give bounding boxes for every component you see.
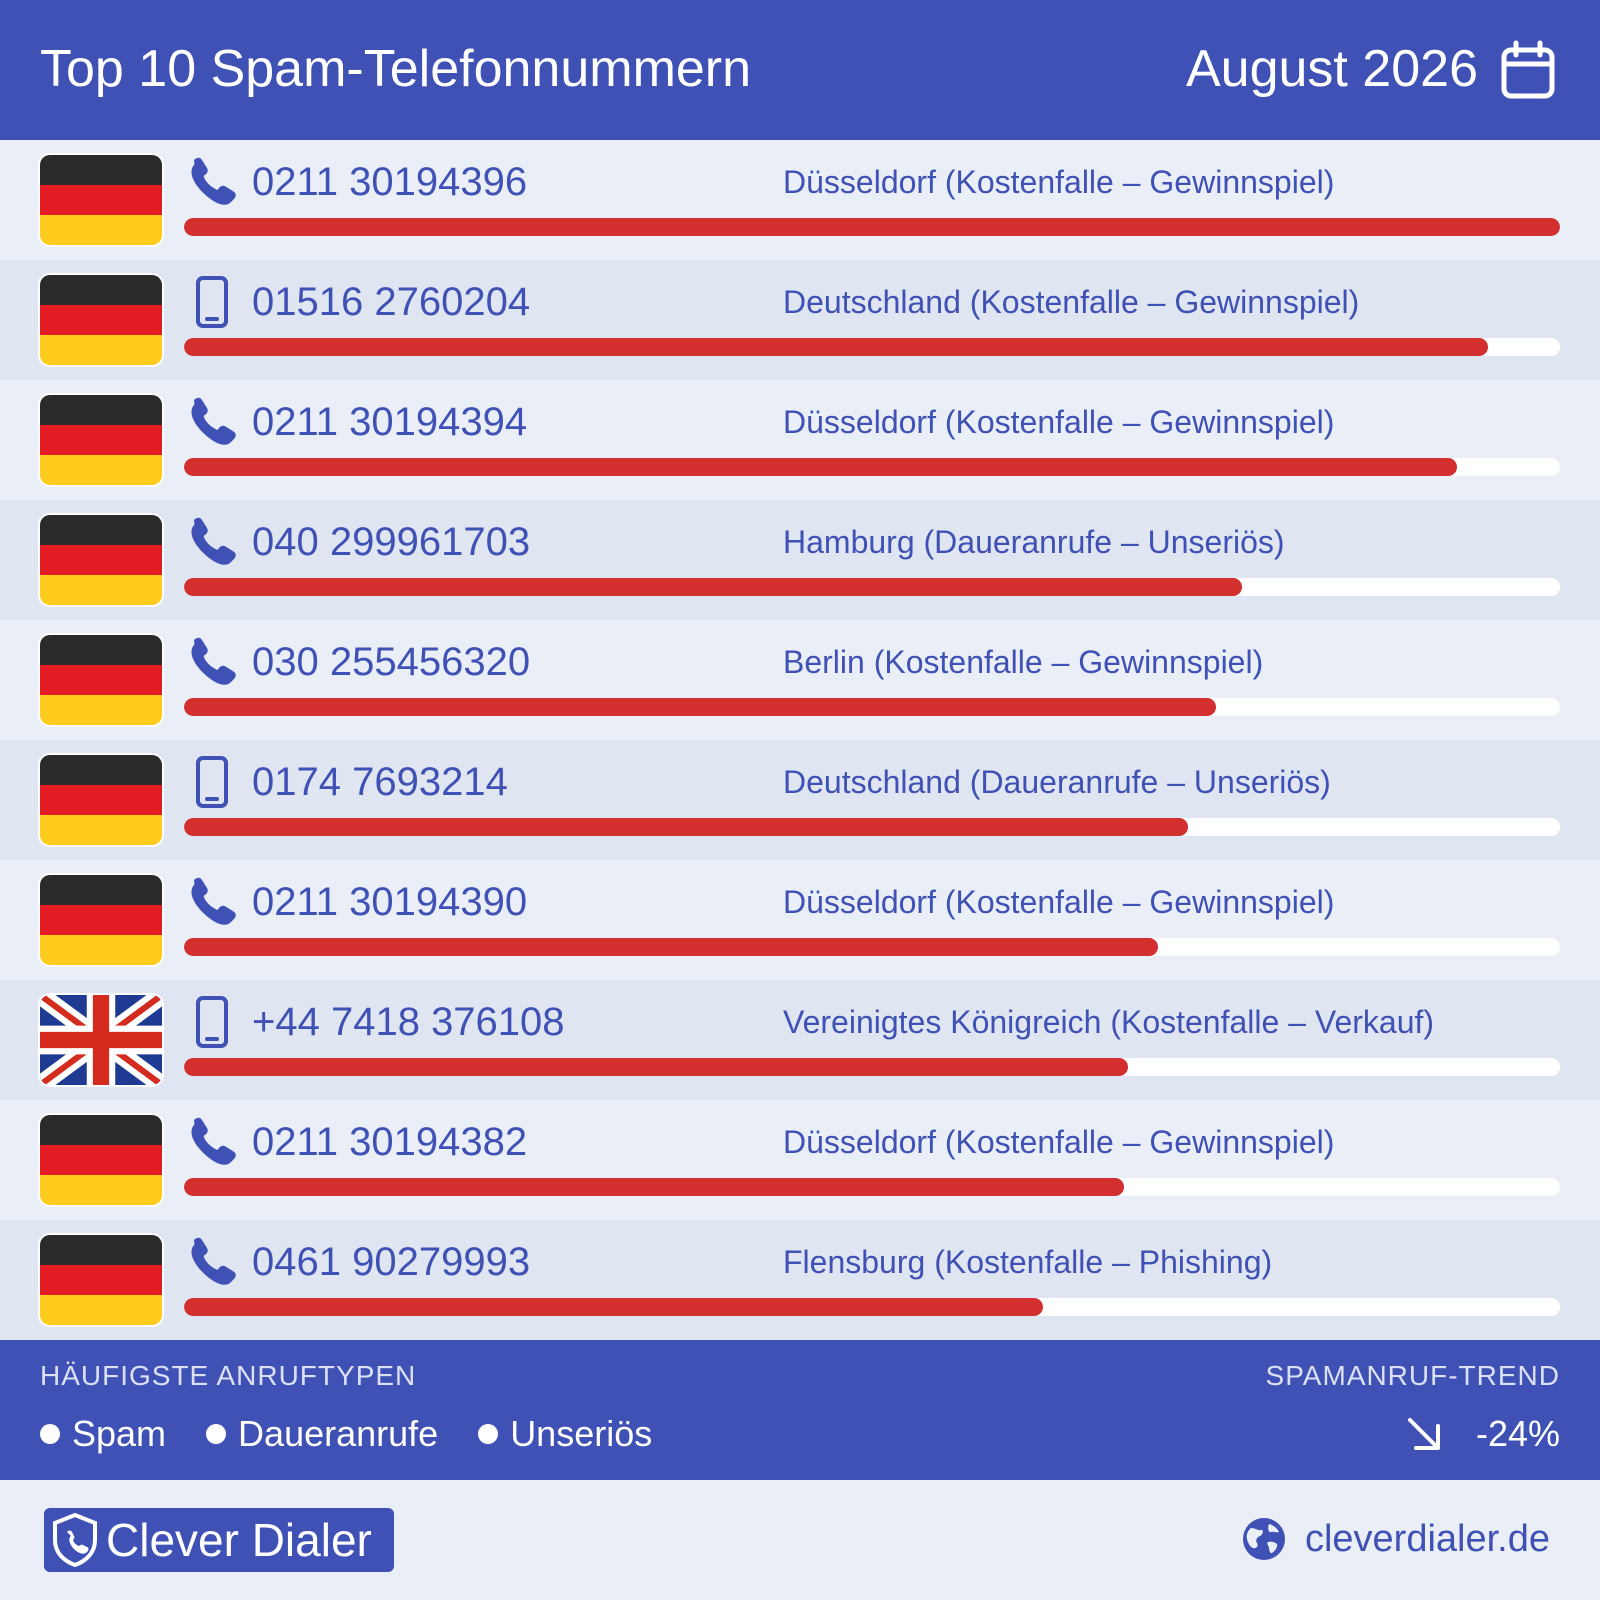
phone-number[interactable]: 01516 2760204	[252, 280, 531, 324]
de-flag	[40, 395, 162, 485]
spam-level-bar	[184, 938, 1560, 956]
phone-number[interactable]: +44 7418 376108	[252, 1000, 565, 1044]
list-item[interactable]: +44 7418 376108 Vereinigtes Königreich (K…	[0, 980, 1600, 1100]
list-item[interactable]: 0211 30194394 Düsseldorf (Kostenfalle – G…	[0, 380, 1600, 500]
location-label: Deutschland (Daueranrufe – Unseriös)	[783, 764, 1331, 800]
spam-level-fill	[184, 1058, 1128, 1076]
spam-level-fill	[184, 938, 1159, 956]
location-label: Düsseldorf (Kostenfalle – Gewinnspiel)	[783, 1124, 1335, 1160]
trend-label: SPAMANRUF-TREND	[1265, 1360, 1560, 1391]
arrow-down-right-icon	[1407, 1418, 1440, 1450]
phone-number[interactable]: 0174 7693214	[252, 760, 508, 804]
phone-number[interactable]: 0461 90279993	[252, 1240, 531, 1284]
calendar-icon[interactable]	[1500, 40, 1556, 100]
location-label: Berlin (Kostenfalle – Gewinnspiel)	[783, 644, 1264, 680]
phone-number[interactable]: 0211 30194382	[252, 1120, 528, 1164]
mobile-icon	[184, 754, 240, 810]
location-label: Flensburg (Kostenfalle – Phishing)	[783, 1244, 1273, 1280]
phone-icon	[184, 394, 240, 450]
spam-level-fill	[184, 458, 1457, 476]
spam-level-fill	[184, 578, 1243, 596]
de-flag	[40, 1235, 162, 1325]
spam-level-fill	[184, 218, 1560, 236]
list-item[interactable]: 040 299961703 Hamburg (Daueranrufe – Unse…	[0, 500, 1600, 620]
phone-icon	[184, 1114, 240, 1170]
phone-icon	[184, 874, 240, 930]
spam-level-fill	[184, 338, 1489, 356]
bullet-icon	[206, 1424, 227, 1444]
spam-level-bar	[184, 698, 1560, 716]
spam-level-bar	[184, 1298, 1560, 1316]
phone-icon	[184, 154, 240, 210]
spam-level-bar	[184, 1178, 1560, 1196]
bullet-icon	[478, 1424, 499, 1444]
call-type-item: Daueranrufe	[206, 1410, 438, 1458]
call-types-list: Spam Daueranrufe Unseriös	[40, 1410, 652, 1458]
location-label: Düsseldorf (Kostenfalle – Gewinnspiel)	[783, 884, 1335, 920]
de-flag	[40, 275, 162, 365]
list-item[interactable]: 030 255456320 Berlin (Kostenfalle – Gewin…	[0, 620, 1600, 740]
location-label: Deutschland (Kostenfalle – Gewinnspiel)	[783, 284, 1360, 320]
phone-icon	[184, 634, 240, 690]
brand-logo[interactable]: Clever Dialer	[44, 1508, 394, 1572]
phone-number[interactable]: 040 299961703	[252, 520, 531, 564]
phone-number[interactable]: 0211 30194390	[252, 880, 528, 924]
trend-readout: -24%	[1402, 1410, 1560, 1458]
location-label: Vereinigtes Königreich (Kostenfalle – Ve…	[783, 1004, 1435, 1040]
spam-number-list: 0211 30194396 Düsseldorf (Kostenfalle – G…	[0, 140, 1600, 1340]
list-item[interactable]: 0174 7693214 Deutschland (Daueranrufe – U…	[0, 740, 1600, 860]
spam-level-bar	[184, 578, 1560, 596]
phone-number[interactable]: 0211 30194394	[252, 400, 528, 444]
de-flag	[40, 755, 162, 845]
list-item[interactable]: 01516 2760204 Deutschland (Kostenfalle – …	[0, 260, 1600, 380]
call-type-item: Unseriös	[478, 1410, 652, 1458]
bullet-icon	[40, 1424, 60, 1444]
header: Top 10 Spam-Telefonnummern August 2026	[0, 0, 1600, 140]
de-flag	[40, 155, 162, 245]
de-flag	[40, 515, 162, 605]
trend-value: -24%	[1475, 1413, 1560, 1454]
spam-level-bar	[184, 1058, 1560, 1076]
location-label: Hamburg (Daueranrufe – Unseriös)	[783, 524, 1285, 560]
call-type-label: Unseriös	[510, 1413, 653, 1454]
de-flag	[40, 875, 162, 965]
location-label: Düsseldorf (Kostenfalle – Gewinnspiel)	[783, 164, 1335, 200]
spam-level-bar	[184, 818, 1560, 836]
spam-level-fill	[184, 818, 1189, 836]
spam-level-bar	[184, 458, 1560, 476]
phone-icon	[184, 1234, 240, 1290]
call-type-label: Daueranrufe	[238, 1413, 439, 1454]
list-item[interactable]: 0461 90279993 Flensburg (Kostenfalle – Ph…	[0, 1220, 1600, 1340]
spam-level-fill	[184, 1178, 1124, 1196]
mobile-icon	[184, 274, 240, 330]
spam-level-bar	[184, 218, 1560, 236]
call-types-label: HÄUFIGSTE ANRUFTYPEN	[40, 1360, 417, 1391]
de-flag	[40, 635, 162, 725]
list-item[interactable]: 0211 30194396 Düsseldorf (Kostenfalle – G…	[0, 140, 1600, 260]
globe-icon	[1242, 1518, 1285, 1560]
list-item[interactable]: 0211 30194382 Düsseldorf (Kostenfalle – G…	[0, 1100, 1600, 1220]
website-url: cleverdialer.de	[1304, 1518, 1550, 1560]
location-label: Düsseldorf (Kostenfalle – Gewinnspiel)	[783, 404, 1335, 440]
phone-number[interactable]: 030 255456320	[252, 640, 531, 684]
call-type-label: Spam	[72, 1413, 167, 1454]
page-title: Top 10 Spam-Telefonnummern	[40, 40, 752, 98]
brand-name: Clever Dialer	[106, 1514, 372, 1566]
website-link[interactable]: cleverdialer.de	[1241, 1516, 1550, 1562]
spam-level-fill	[184, 1298, 1043, 1316]
phone-number[interactable]: 0211 30194396	[252, 160, 528, 204]
spam-level-bar	[184, 338, 1560, 356]
de-flag	[40, 1115, 162, 1205]
spam-level-fill	[184, 698, 1216, 716]
mobile-icon	[184, 994, 240, 1050]
uk-flag	[40, 995, 162, 1085]
list-item[interactable]: 0211 30194390 Düsseldorf (Kostenfalle – G…	[0, 860, 1600, 980]
month-label: August 2026	[1185, 40, 1478, 98]
phone-icon	[184, 514, 240, 570]
call-type-item: Spam	[40, 1410, 166, 1458]
shield-phone-icon	[53, 1512, 97, 1568]
footer-panel: HÄUFIGSTE ANRUFTYPEN SPAMANRUF-TREND Spa…	[0, 1340, 1600, 1480]
